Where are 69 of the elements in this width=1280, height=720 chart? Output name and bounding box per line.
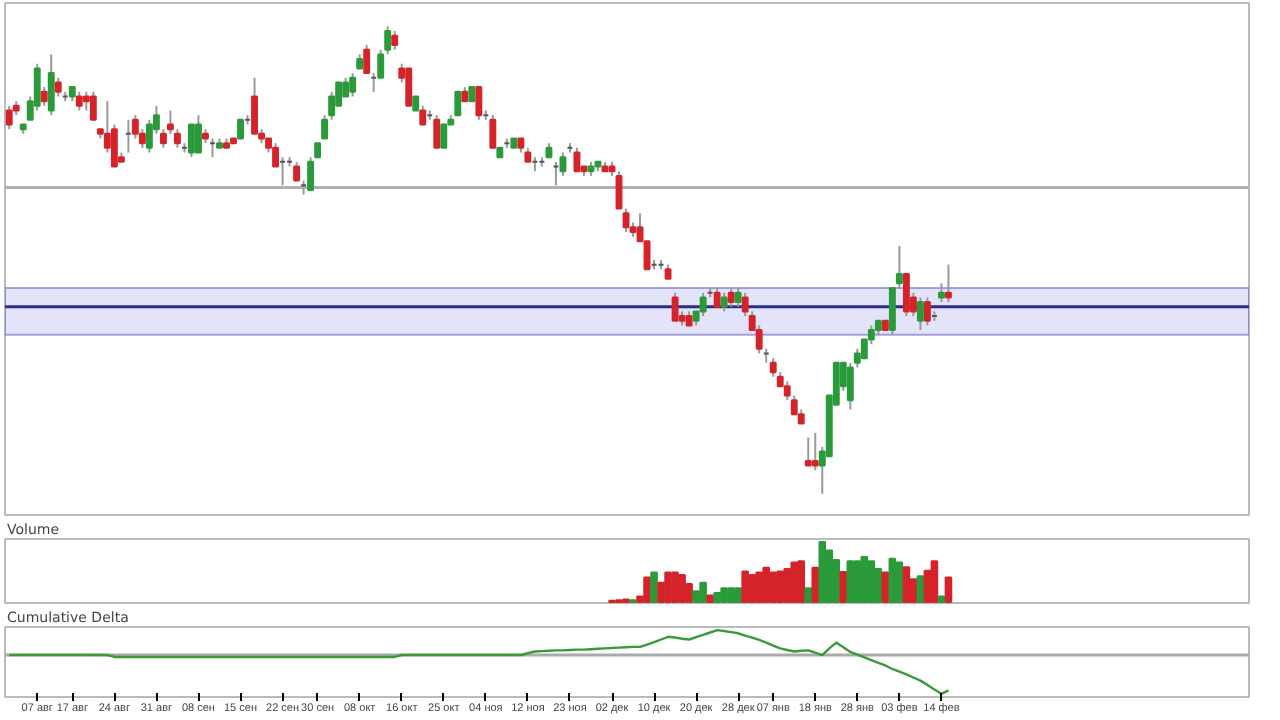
bar (699, 581, 707, 603)
candlestick (937, 282, 945, 304)
candlestick (804, 436, 812, 467)
candlestick (923, 296, 931, 327)
bar (706, 594, 714, 603)
bar (790, 561, 799, 603)
candlestick (489, 114, 497, 149)
bar (860, 556, 869, 603)
bar (902, 566, 911, 603)
bar (734, 587, 742, 603)
bar (839, 571, 848, 603)
candlestick (699, 291, 707, 318)
bar (769, 571, 778, 603)
bar (776, 570, 785, 603)
candlestick (405, 67, 413, 107)
candlestick (713, 287, 721, 308)
candlestick (433, 114, 441, 149)
candlestick (293, 160, 301, 182)
candlestick (391, 30, 399, 51)
bar (811, 566, 820, 603)
candlestick (916, 296, 924, 332)
bar (650, 571, 658, 603)
bar (846, 560, 855, 603)
bar (888, 557, 897, 603)
candlestick (727, 287, 735, 308)
bar (741, 570, 749, 603)
bar (664, 571, 672, 603)
bar (692, 590, 700, 603)
candlestick (40, 86, 48, 107)
bar (643, 576, 651, 603)
bar (881, 571, 890, 603)
candlestick (944, 263, 952, 304)
bar (678, 574, 686, 603)
candlestick (89, 90, 97, 121)
bar (825, 549, 834, 603)
bar (874, 568, 883, 603)
bar (804, 587, 813, 603)
candlestick (475, 86, 483, 121)
candlestick (811, 431, 819, 472)
candlestick (671, 291, 679, 322)
bar (867, 560, 876, 603)
bar (944, 576, 953, 603)
bar (895, 561, 904, 603)
candlestick (251, 76, 258, 135)
candlestick (47, 53, 55, 117)
bar (713, 592, 721, 603)
bar (762, 566, 771, 603)
candlestick (440, 123, 448, 149)
candlestick (5, 104, 13, 131)
bar (930, 560, 939, 603)
bar (916, 575, 925, 603)
bar (720, 587, 728, 603)
bar (818, 541, 827, 603)
candlestick (454, 90, 462, 117)
candlestick (237, 118, 244, 140)
candlestick (54, 76, 62, 98)
candlestick (559, 151, 567, 177)
candlestick (349, 72, 357, 98)
candlestick (195, 114, 202, 154)
candlestick (384, 25, 392, 56)
candlestick (187, 123, 195, 159)
candlestick (734, 287, 742, 308)
candlestick (720, 291, 728, 313)
bar (783, 568, 792, 603)
candlestick (419, 104, 427, 126)
bar (853, 560, 862, 603)
candlestick (75, 90, 83, 112)
bar (937, 595, 946, 603)
bar (797, 560, 806, 603)
